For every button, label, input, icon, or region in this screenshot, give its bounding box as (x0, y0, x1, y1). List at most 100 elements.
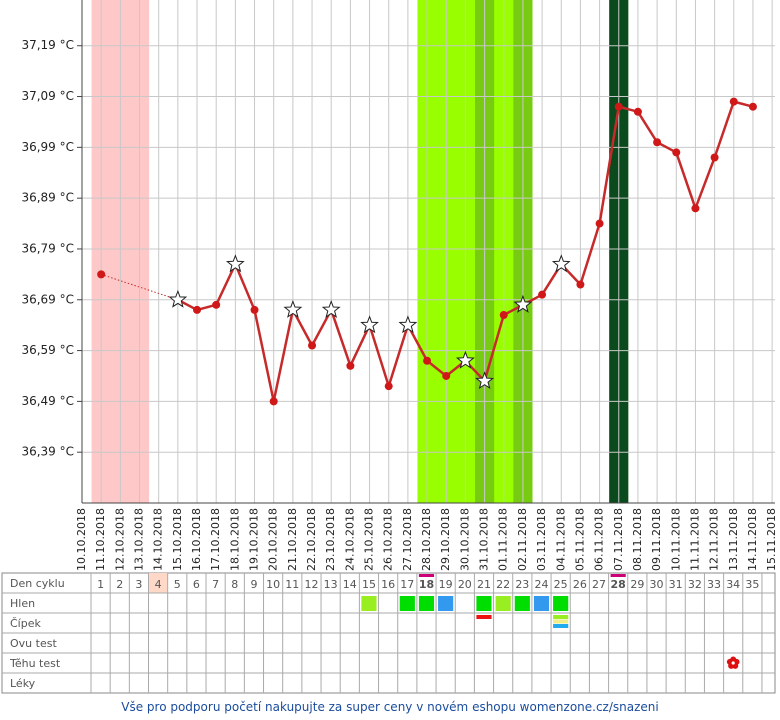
x-tick-label: 02.11.2018 (516, 508, 529, 571)
star-point (360, 315, 379, 334)
x-tick-label: 17.10.2018 (209, 508, 222, 571)
mucus-cell (438, 596, 454, 611)
point (653, 138, 662, 147)
x-tick-label: 29.10.2018 (439, 508, 452, 571)
x-tick-label: 15.10.2018 (171, 508, 184, 571)
cervix-mark (553, 615, 569, 619)
x-tick-label: 14.11.2018 (746, 508, 759, 571)
star-point (168, 289, 188, 308)
day-number: 31 (669, 578, 683, 591)
x-tick-label: 27.10.2018 (401, 508, 414, 571)
point (384, 382, 393, 391)
point (633, 107, 642, 116)
point (269, 397, 278, 406)
point (576, 280, 585, 289)
day-highlight (148, 573, 168, 593)
x-tick-label: 05.11.2018 (573, 508, 586, 571)
point (212, 300, 221, 309)
point (691, 204, 700, 213)
x-tick-label: 22.10.2018 (305, 508, 318, 571)
day-number: 8 (231, 578, 238, 591)
x-tick-label: 28.10.2018 (420, 508, 433, 571)
x-tick-label: 23.10.2018 (324, 508, 337, 571)
point (748, 102, 757, 111)
y-tick-label: 36,39 °C (21, 445, 74, 459)
point (672, 148, 681, 157)
day-number: 21 (477, 578, 491, 591)
day-number: 22 (496, 578, 510, 591)
point (729, 97, 738, 106)
day-number: 24 (534, 578, 548, 591)
x-tick-label: 13.11.2018 (727, 508, 740, 571)
x-tick-label: 20.10.2018 (267, 508, 280, 571)
day-number: 3 (135, 578, 142, 591)
y-tick-label: 36,59 °C (21, 343, 74, 357)
day-number: 12 (304, 578, 318, 591)
day-number: 33 (707, 578, 721, 591)
point (442, 371, 451, 380)
y-tick-label: 36,99 °C (21, 140, 74, 154)
y-tick-label: 37,19 °C (21, 38, 74, 52)
y-tick-label: 37,09 °C (21, 89, 74, 103)
x-tick-label: 16.10.2018 (190, 508, 203, 571)
pregnancy-test-icon (726, 656, 740, 669)
row-label: Léky (10, 677, 36, 690)
x-tick-label: 13.10.2018 (133, 508, 146, 571)
petal (726, 658, 733, 665)
point (710, 153, 719, 162)
x-tick-label: 11.11.2018 (688, 508, 701, 571)
x-tick-label: 10.10.2018 (75, 508, 88, 571)
x-tick-label: 26.10.2018 (382, 508, 395, 571)
star-point (551, 254, 571, 273)
footer-link[interactable]: Vše pro podporu početí nakupujte za supe… (121, 700, 658, 714)
mucus-cell (514, 596, 530, 611)
point (346, 361, 355, 370)
day-number: 5 (174, 578, 181, 591)
day-number: 34 (726, 578, 740, 591)
star-point (455, 350, 475, 369)
x-tick-label: 04.11.2018 (554, 508, 567, 571)
x-tick-label: 11.10.2018 (94, 508, 107, 571)
day-number: 9 (250, 578, 257, 591)
star-point (475, 371, 495, 390)
x-tick-label: 18.10.2018 (228, 508, 241, 571)
row-label: Hlen (10, 597, 35, 610)
mucus-cell (361, 596, 377, 611)
cervix-mark (476, 615, 492, 619)
x-tick-label: 06.11.2018 (593, 508, 606, 571)
mucus-cell (418, 596, 435, 611)
day-number: 4 (155, 578, 162, 591)
x-tick-label: 12.11.2018 (708, 508, 721, 571)
day-number: 10 (266, 578, 280, 591)
x-tick-label: 14.10.2018 (152, 508, 165, 571)
x-tick-label: 01.11.2018 (497, 508, 510, 571)
point (499, 311, 508, 320)
point (595, 219, 604, 228)
day-number: 6 (193, 578, 200, 591)
mucus-cell (553, 596, 569, 611)
x-tick-label: 08.11.2018 (631, 508, 644, 571)
cervix-mark (553, 619, 569, 624)
petal-center (731, 661, 735, 665)
mucus-cell (533, 596, 550, 611)
y-tick-label: 36,49 °C (21, 394, 74, 408)
day-marker (610, 574, 626, 577)
day-number: 18 (419, 578, 434, 591)
x-tick-label: 25.10.2018 (363, 508, 376, 571)
day-number: 15 (362, 578, 376, 591)
day-number: 25 (554, 578, 568, 591)
star-point (225, 254, 245, 273)
x-tick-label: 31.10.2018 (478, 508, 491, 571)
cervix-mark (553, 624, 569, 628)
x-tick-label: 21.10.2018 (286, 508, 299, 571)
x-tick-label: 09.11.2018 (650, 508, 663, 571)
star-point (321, 299, 341, 318)
point (97, 270, 106, 279)
x-tick-label: 19.10.2018 (248, 508, 261, 571)
day-number: 16 (381, 578, 395, 591)
x-tick-label: 15.11.2018 (765, 508, 778, 571)
point (250, 305, 259, 314)
y-tick-label: 36,69 °C (21, 292, 74, 306)
star-point (398, 315, 418, 334)
day-number: 30 (650, 578, 664, 591)
